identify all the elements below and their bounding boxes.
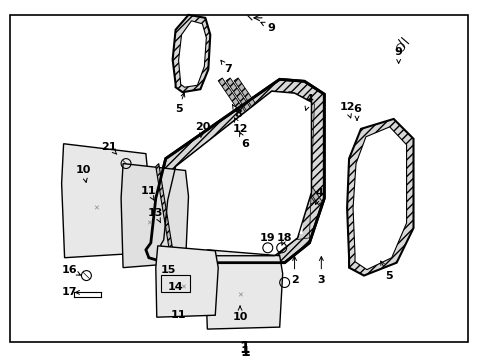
- Text: 3: 3: [318, 275, 325, 284]
- Text: 13: 13: [148, 208, 164, 218]
- Polygon shape: [205, 250, 283, 329]
- Text: 16: 16: [62, 265, 77, 275]
- Polygon shape: [161, 91, 312, 256]
- Text: ✕: ✕: [237, 292, 243, 298]
- Polygon shape: [171, 96, 307, 253]
- Text: 12: 12: [232, 124, 248, 134]
- Polygon shape: [161, 91, 312, 256]
- Text: 4: 4: [305, 94, 314, 104]
- Polygon shape: [156, 246, 218, 317]
- Polygon shape: [178, 21, 206, 87]
- Text: 11: 11: [141, 186, 157, 196]
- Polygon shape: [353, 127, 407, 270]
- Polygon shape: [226, 78, 315, 204]
- Text: 5: 5: [385, 271, 392, 280]
- Text: ✕: ✕: [94, 205, 99, 211]
- Polygon shape: [166, 91, 315, 256]
- Polygon shape: [218, 78, 307, 204]
- Text: 1: 1: [240, 341, 250, 356]
- Polygon shape: [234, 78, 322, 204]
- Polygon shape: [146, 79, 324, 263]
- Polygon shape: [172, 15, 210, 92]
- Text: 1: 1: [240, 345, 250, 359]
- Text: 17: 17: [62, 287, 77, 297]
- Text: 15: 15: [161, 265, 176, 275]
- Text: 9: 9: [268, 23, 276, 33]
- Text: 4: 4: [316, 188, 323, 198]
- Text: 6: 6: [353, 104, 361, 114]
- Text: 10: 10: [76, 166, 91, 175]
- Text: 19: 19: [260, 233, 275, 243]
- Text: 5: 5: [175, 104, 182, 114]
- Text: 10: 10: [232, 312, 248, 322]
- Text: 11: 11: [171, 310, 186, 320]
- Bar: [161, 275, 191, 292]
- Text: 14: 14: [168, 283, 183, 292]
- Text: 21: 21: [101, 142, 117, 152]
- Text: 7: 7: [224, 64, 232, 75]
- Text: ✕: ✕: [146, 220, 152, 226]
- Text: 6: 6: [241, 139, 249, 149]
- Polygon shape: [347, 119, 414, 275]
- Text: 20: 20: [195, 122, 210, 132]
- Text: 12: 12: [340, 102, 355, 112]
- Polygon shape: [62, 144, 149, 258]
- Text: 2: 2: [291, 275, 298, 284]
- Text: 18: 18: [277, 233, 293, 243]
- Polygon shape: [156, 163, 175, 271]
- Polygon shape: [121, 163, 189, 267]
- Text: 9: 9: [395, 46, 403, 57]
- Text: 8: 8: [234, 109, 242, 119]
- Text: ✕: ✕: [181, 284, 187, 291]
